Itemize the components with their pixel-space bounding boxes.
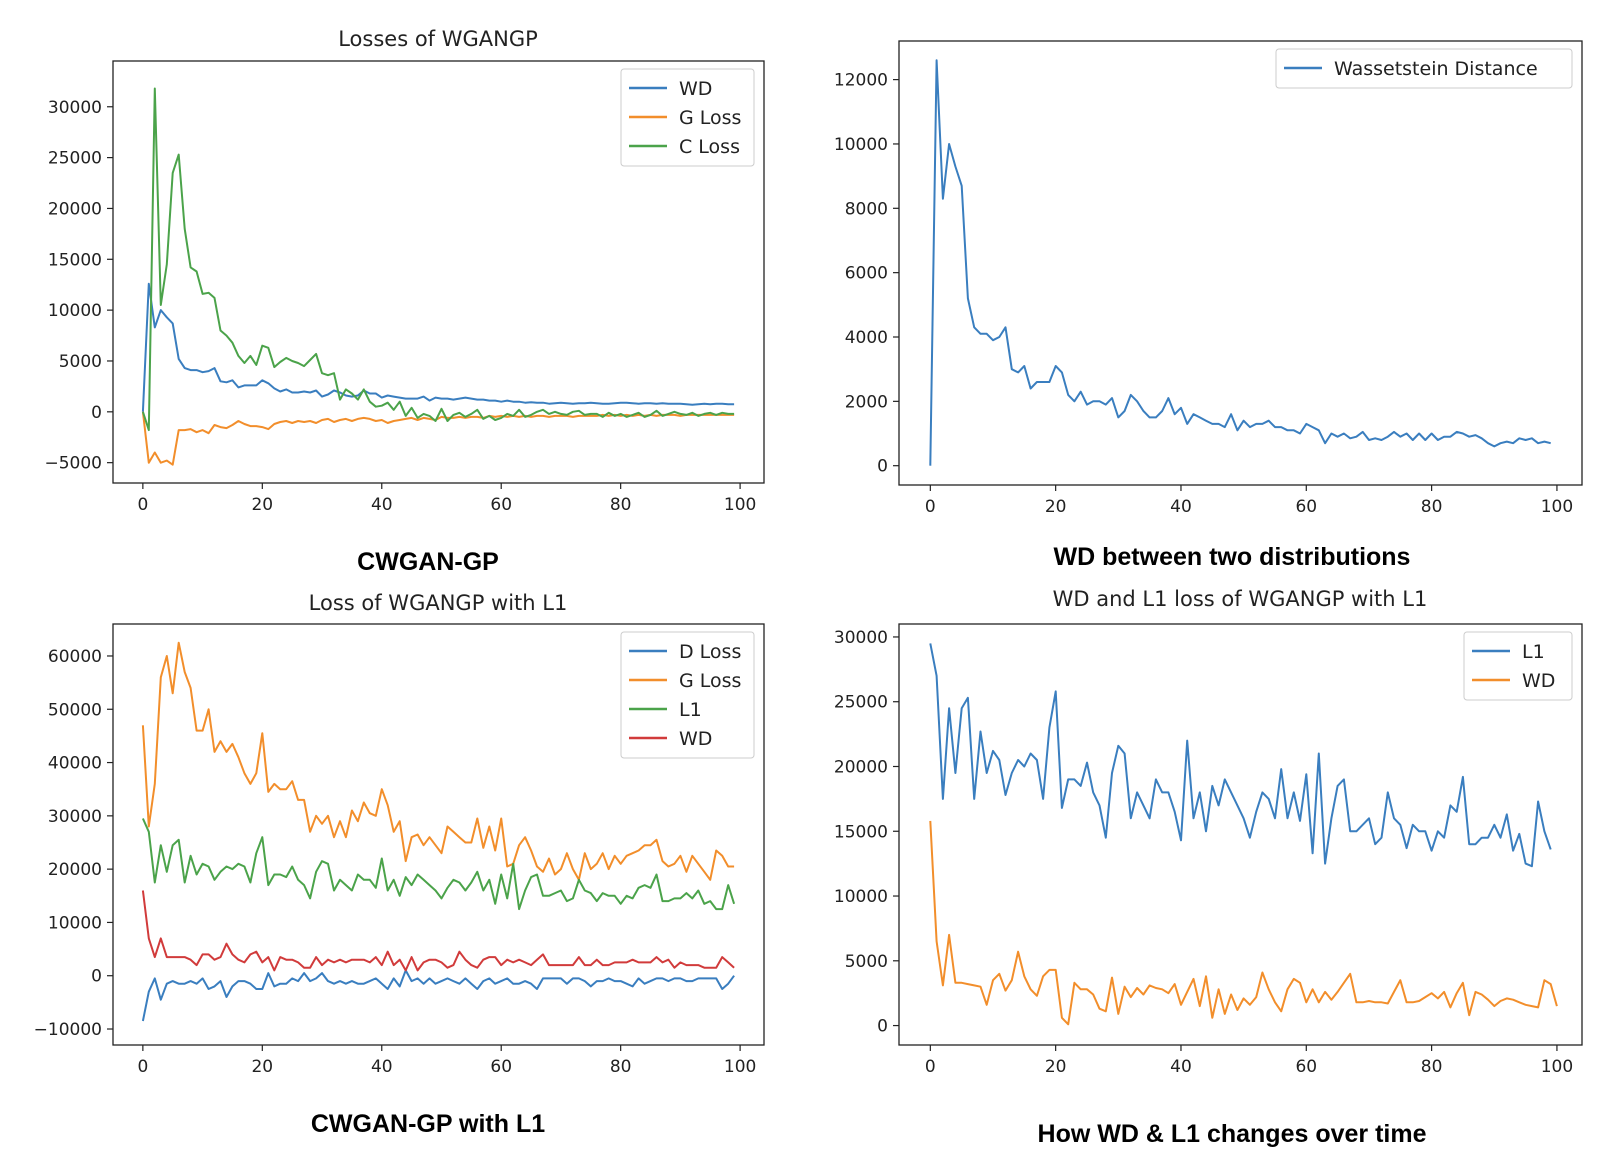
series-line-wd	[141, 282, 735, 412]
x-tick-label: 20	[251, 1057, 273, 1077]
chart-title: Losses of WGANGP	[338, 27, 538, 51]
y-tick-label: 20000	[48, 199, 102, 219]
x-tick-label: 20	[1045, 1057, 1067, 1077]
y-tick-label: 4000	[845, 328, 888, 348]
y-tick-label: 20000	[834, 757, 888, 777]
y-tick-label: −10000	[34, 1020, 102, 1040]
y-tick-label: 10000	[834, 135, 888, 155]
chart-caption: WD between two distributions	[1054, 543, 1411, 571]
chart-title: Loss of WGANGP with L1	[309, 591, 568, 615]
y-tick-label: 0	[877, 457, 888, 477]
legend-label: D Loss	[679, 641, 741, 663]
y-tick-label: 10000	[48, 301, 102, 321]
y-tick-label: 25000	[48, 149, 102, 169]
x-tick-label: 0	[137, 1057, 148, 1077]
y-tick-label: 20000	[48, 860, 102, 880]
x-tick-label: 80	[1421, 497, 1443, 517]
x-tick-label: 60	[1295, 1057, 1317, 1077]
legend-label: G Loss	[679, 107, 741, 129]
chart-caption: CWGAN-GP	[357, 548, 499, 576]
y-tick-label: 0	[877, 1017, 888, 1037]
series-line-g-loss	[141, 641, 735, 881]
chart-losses-of-wgangp: Losses of WGANGP 0 20 40 60 80 100 −5000 0 5000 1…	[44, 27, 765, 576]
axes-frame	[898, 40, 1583, 486]
chart-caption: CWGAN-GP with L1	[311, 1110, 545, 1138]
y-tick-label: 30000	[48, 807, 102, 827]
axes-frame	[898, 623, 1583, 1046]
y-tick-label: 30000	[48, 98, 102, 118]
y-tick-label: 10000	[48, 913, 102, 933]
x-tick-label: 40	[1170, 497, 1192, 517]
y-tick-label: 6000	[845, 264, 888, 284]
series-line-g-loss	[141, 411, 735, 466]
y-tick-label: 8000	[845, 199, 888, 219]
x-tick-label: 80	[610, 1057, 632, 1077]
chart-caption: How WD & L1 changes over time	[1038, 1120, 1427, 1148]
axes-frame	[112, 60, 765, 484]
y-tick-label: 5000	[845, 952, 888, 972]
y-tick-label: 15000	[834, 822, 888, 842]
legend-label: L1	[679, 699, 702, 721]
x-tick-label: 40	[371, 1057, 393, 1077]
series-line-wd	[141, 890, 735, 972]
x-tick-label: 100	[1541, 497, 1573, 517]
y-tick-label: 2000	[845, 392, 888, 412]
y-tick-label: 12000	[834, 71, 888, 91]
legend-box	[1275, 48, 1573, 89]
chart-loss-of-wgangp-with-l1: Loss of WGANGP with L1 0 20 40 60 80 100 −1000…	[34, 591, 765, 1138]
x-tick-label: 20	[251, 495, 273, 515]
legend-box	[1463, 631, 1573, 701]
x-tick-label: 100	[1541, 1057, 1573, 1077]
y-tick-label: 0	[91, 967, 102, 987]
y-tick-label: −5000	[44, 454, 102, 474]
x-tick-label: 100	[724, 1057, 756, 1077]
chart-wd-and-l1-loss: WD and L1 loss of WGANGP with L1 0 20 40 60…	[834, 587, 1583, 1148]
legend-label: C Loss	[679, 136, 740, 158]
series-line-l1	[141, 818, 736, 911]
legend-label: WD	[679, 728, 712, 750]
y-tick-label: 0	[91, 403, 102, 423]
x-tick-label: 60	[1295, 497, 1317, 517]
series-line-d-loss	[141, 969, 735, 1022]
y-tick-label: 40000	[48, 754, 102, 774]
axes-frame	[112, 623, 765, 1046]
legend-label: WD	[1522, 670, 1555, 692]
x-tick-label: 100	[724, 495, 756, 515]
x-tick-label: 60	[490, 495, 512, 515]
series-line-l1	[929, 643, 1552, 868]
y-tick-label: 15000	[48, 250, 102, 270]
x-tick-label: 0	[925, 497, 936, 517]
y-tick-label: 25000	[834, 693, 888, 713]
legend-label: G Loss	[679, 670, 741, 692]
x-tick-label: 40	[1170, 1057, 1192, 1077]
series-line-wassetstein-distance	[929, 59, 1551, 466]
legend-label: Wassetstein Distance	[1334, 58, 1538, 80]
series-line-wd	[929, 820, 1558, 1026]
x-tick-label: 0	[925, 1057, 936, 1077]
x-tick-label: 80	[1421, 1057, 1443, 1077]
x-tick-label: 60	[490, 1057, 512, 1077]
chart-title: WD and L1 loss of WGANGP with L1	[1053, 587, 1428, 611]
legend-box	[620, 68, 755, 167]
legend-label: L1	[1522, 641, 1545, 663]
y-tick-label: 5000	[59, 352, 102, 372]
legend-label: WD	[679, 78, 712, 100]
legend-box	[620, 631, 755, 759]
x-tick-label: 0	[137, 495, 148, 515]
y-tick-label: 10000	[834, 887, 888, 907]
y-tick-label: 50000	[48, 700, 102, 720]
y-tick-label: 30000	[834, 628, 888, 648]
x-tick-label: 40	[371, 495, 393, 515]
x-tick-label: 20	[1045, 497, 1067, 517]
x-tick-label: 80	[610, 495, 632, 515]
chart-wd-between-distributions: 0 20 40 60 80 100020004000600080001000012000 …	[834, 40, 1583, 571]
y-tick-label: 60000	[48, 647, 102, 667]
series-line-c-loss	[141, 87, 735, 432]
